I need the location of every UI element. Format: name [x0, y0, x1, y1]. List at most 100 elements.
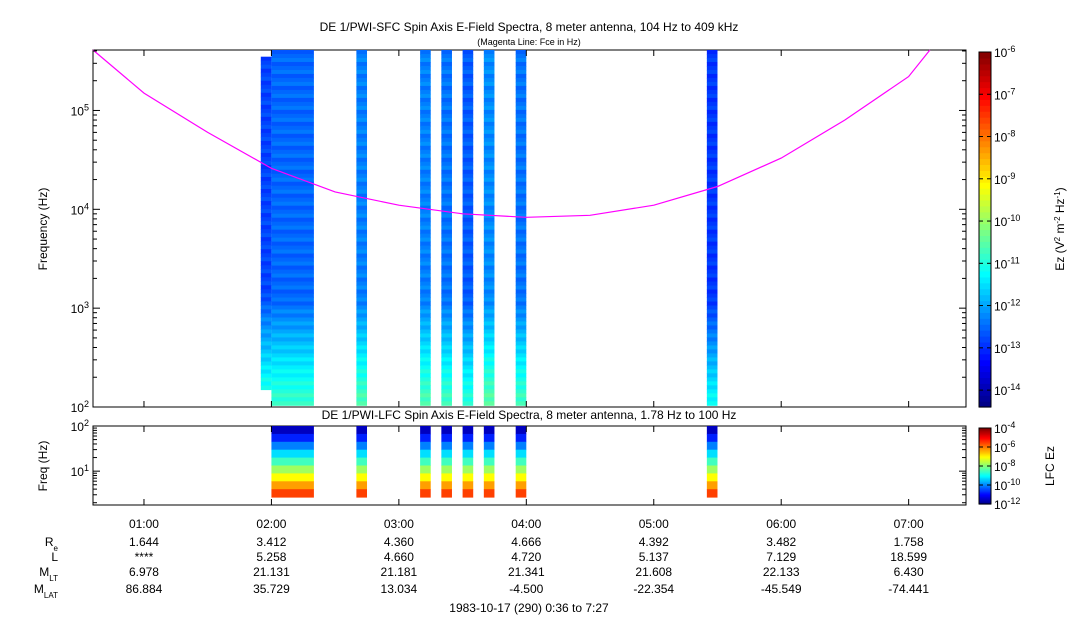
- sfc-data-cell: [483, 377, 495, 382]
- sfc-data-cell: [706, 237, 718, 243]
- lfc-colorbar-cell: [979, 498, 991, 501]
- sfc-data-cell: [483, 261, 495, 267]
- sfc-data-cell: [483, 161, 495, 167]
- sfc-data-cell: [420, 265, 431, 271]
- sfc-y-label: Frequency (Hz): [36, 188, 50, 271]
- sfc-data-cell: [515, 349, 527, 354]
- sfc-data-cell: [515, 153, 527, 159]
- sfc-data-cell: [441, 177, 452, 183]
- lfc-colorbar-cell: [979, 457, 991, 459]
- sfc-data-cell: [706, 321, 718, 326]
- sfc-data-cell: [271, 401, 314, 406]
- sfc-data-cell: [441, 297, 452, 303]
- sfc-data-cell: [260, 96, 272, 102]
- sfc-data-cell: [462, 153, 474, 159]
- sfc-data-cell: [706, 401, 718, 406]
- sfc-data-cell: [706, 181, 718, 187]
- lfc-colorbar-tick-label-exp: -8: [1007, 458, 1015, 468]
- sfc-data-cell: [420, 73, 431, 79]
- sfc-data-cell: [271, 73, 314, 79]
- sfc-data-cell: [356, 397, 368, 402]
- sfc-data-cell: [462, 181, 474, 187]
- sfc-data-cell: [706, 93, 718, 99]
- sfc-colorbar-cell: [979, 259, 991, 266]
- sfc-data-cell: [441, 149, 452, 155]
- sfc-data-cell: [441, 77, 452, 83]
- ephemeris-value: -22.354: [633, 582, 674, 596]
- sfc-data-cell: [271, 349, 314, 354]
- sfc-data-cell: [706, 385, 718, 390]
- sfc-data-cell: [706, 257, 718, 263]
- sfc-data-cell: [462, 285, 474, 291]
- sfc-data-cell: [420, 277, 431, 283]
- sfc-data-cell: [271, 169, 314, 175]
- sfc-data-cell: [420, 261, 431, 267]
- sfc-data-cell: [271, 361, 314, 366]
- sfc-data-cell: [483, 257, 495, 263]
- sfc-data-cell: [441, 233, 452, 239]
- sfc-data-cell: [260, 289, 272, 294]
- sfc-data-cell: [462, 61, 474, 67]
- sfc-data-cell: [356, 245, 368, 251]
- sfc-data-cell: [441, 289, 452, 295]
- sfc-data-cell: [420, 65, 431, 71]
- sfc-data-cell: [271, 125, 314, 131]
- sfc-data-cell: [462, 281, 474, 287]
- lfc-colorbar-cell: [979, 434, 991, 437]
- sfc-data-cell: [462, 69, 474, 75]
- sfc-data-cell: [271, 225, 314, 231]
- lfc-data-cell: [462, 481, 474, 490]
- lfc-data-cell: [706, 426, 718, 435]
- sfc-data-cell: [462, 205, 474, 211]
- sfc-data-cell: [271, 109, 314, 115]
- sfc-data-cell: [441, 393, 452, 398]
- sfc-data-cell: [483, 369, 495, 374]
- ephemeris-label-sub: LAT: [44, 591, 58, 600]
- sfc-data-cell: [271, 281, 314, 287]
- sfc-data-cell: [441, 101, 452, 107]
- sfc-data-cell: [515, 281, 527, 287]
- sfc-data-cell: [420, 225, 431, 231]
- sfc-data-cell: [356, 205, 368, 211]
- sfc-data-cell: [462, 101, 474, 107]
- sfc-data-cell: [706, 217, 718, 223]
- sfc-data-cell: [441, 373, 452, 378]
- sfc-data-cell: [441, 241, 452, 247]
- lfc-y-tick-label: 102: [71, 418, 89, 434]
- sfc-data-cell: [260, 217, 272, 222]
- sfc-data-cell: [260, 345, 272, 350]
- sfc-data-cell: [260, 144, 272, 150]
- sfc-data-cell: [462, 189, 474, 195]
- sfc-data-cell: [441, 169, 452, 175]
- sfc-data-cell: [271, 157, 314, 163]
- sfc-data-cell: [260, 237, 272, 242]
- sfc-data-cell: [706, 113, 718, 119]
- sfc-data-cell: [356, 209, 368, 215]
- sfc-data-cell: [420, 401, 431, 406]
- sfc-data-cell: [515, 333, 527, 338]
- sfc-data-cell: [356, 325, 368, 330]
- sfc-colorbar-cell: [979, 282, 991, 290]
- sfc-data-cell: [462, 169, 474, 175]
- sfc-data-cell: [271, 373, 314, 378]
- sfc-data-cell: [483, 157, 495, 163]
- sfc-colorbar-cell: [979, 247, 991, 254]
- sfc-data-cell: [515, 93, 527, 99]
- sfc-data-cell: [462, 97, 474, 103]
- sfc-plot-frame: [92, 49, 967, 408]
- sfc-data-cell: [515, 265, 527, 271]
- sfc-data-cell: [420, 113, 431, 119]
- lfc-data-cell: [515, 426, 527, 435]
- sfc-colorbar-cell: [979, 123, 991, 130]
- sfc-data-cell: [483, 361, 495, 366]
- sfc-data-cell: [441, 341, 452, 346]
- sfc-data-cell: [462, 65, 474, 71]
- sfc-colorbar-cell: [979, 164, 991, 171]
- sfc-data-cell: [441, 217, 452, 223]
- sfc-data-cell: [706, 153, 718, 159]
- sfc-data-cell: [420, 201, 431, 207]
- sfc-data-cell: [483, 297, 495, 303]
- sfc-data-cell: [706, 393, 718, 398]
- sfc-colorbar-ticks: 10-1410-1310-1210-1110-1010-910-810-710-…: [979, 44, 1020, 398]
